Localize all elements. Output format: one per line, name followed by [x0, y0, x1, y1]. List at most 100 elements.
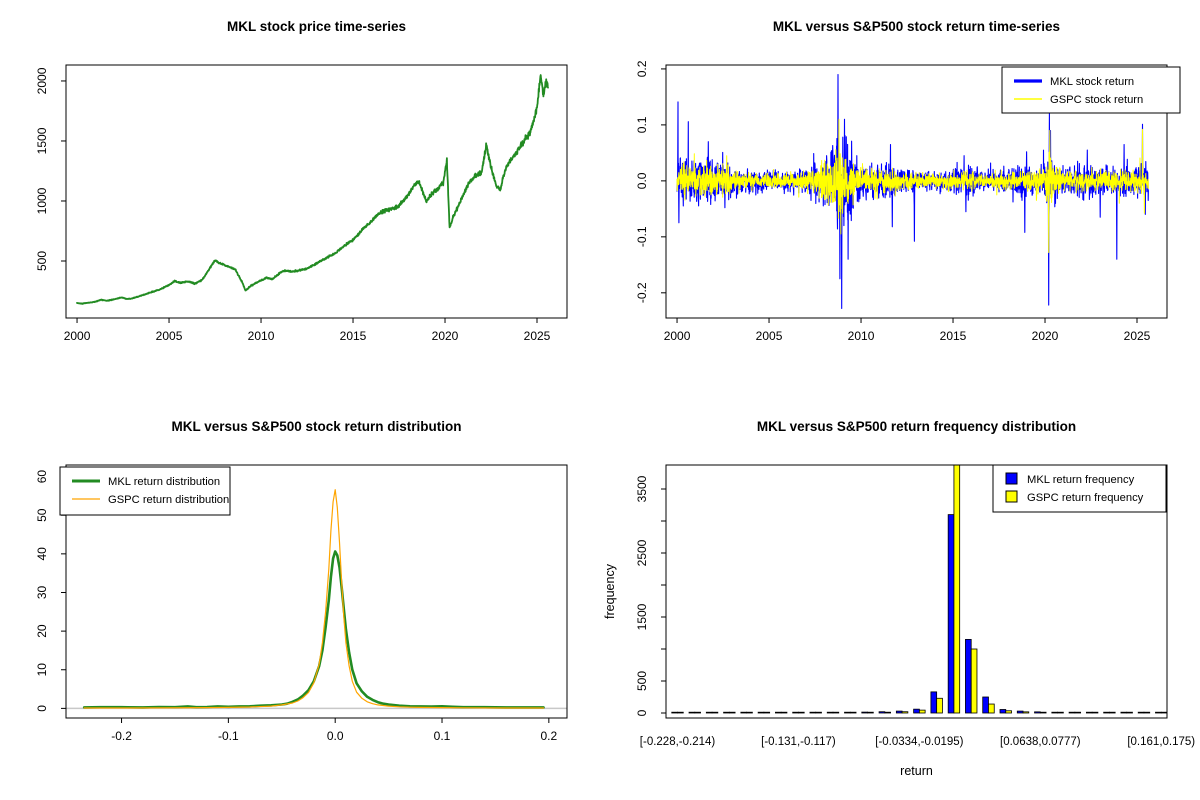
y-tick-label: 60: [35, 470, 49, 484]
bar-mkl: [723, 711, 730, 714]
y-tick-label: 3500: [635, 475, 649, 502]
x-axis-label: return: [900, 764, 933, 778]
panel-return-frequency: MKL versus S&P500 return frequency distr…: [600, 400, 1200, 800]
bar-mkl: [705, 711, 713, 714]
bar-mkl: [947, 514, 955, 714]
y-tick-label: 10: [35, 663, 49, 677]
plot-box: [65, 64, 568, 319]
bar-gspc: [1091, 711, 1099, 714]
legend-box: [992, 464, 1167, 513]
x-tick-label: -0.2: [111, 729, 132, 743]
y-tick-label: 0: [35, 705, 49, 712]
x-tick-label: 0.1: [434, 729, 451, 743]
x-tick-label: 2025: [524, 329, 551, 343]
series-mkl-stock-price: [76, 74, 549, 305]
bar-mkl: [999, 709, 1007, 714]
chart-title: MKL versus S&P500 stock return time-seri…: [773, 19, 1060, 34]
bar-gspc: [1160, 711, 1168, 714]
legend-label: MKL return distribution: [108, 476, 220, 488]
y-tick-label: 0.2: [635, 60, 649, 77]
return-frequency-chart: MKL versus S&P500 return frequency distr…: [603, 419, 1195, 778]
bar-mkl: [930, 691, 938, 714]
x-tick-label: 2005: [756, 329, 783, 343]
y-tick-label: 20: [35, 624, 49, 638]
bar-mkl: [1034, 711, 1041, 714]
price-timeseries-chart: MKL stock price time-series 2000 2005 2010 2…: [35, 19, 568, 343]
y-tick-label: 500: [35, 251, 49, 271]
plot-box: [665, 464, 1168, 719]
y-tick-label: 1500: [35, 127, 49, 154]
legend-label: MKL return frequency: [1027, 474, 1135, 486]
bar-gspc: [711, 711, 719, 714]
bar-mkl: [775, 711, 782, 714]
bar-gspc: [780, 711, 788, 714]
legend-box: [59, 466, 231, 516]
bar-mkl: [1016, 710, 1024, 714]
bar-gspc: [970, 648, 978, 714]
bar-mkl: [1051, 711, 1058, 714]
bar-mkl: [792, 711, 799, 714]
chart-title: MKL versus S&P500 stock return distribut…: [171, 419, 461, 434]
panel-return-distribution: MKL versus S&P500 stock return distribut…: [0, 400, 600, 800]
bar-mkl: [1155, 711, 1162, 714]
x-tick-label: 2015: [940, 329, 967, 343]
bar-mkl: [913, 708, 920, 714]
y-tick-label: 40: [35, 547, 49, 561]
x-tick-label: [0.161,0.175): [1127, 736, 1195, 748]
x-tick-label: 2000: [64, 329, 91, 343]
bar-gspc: [901, 711, 909, 714]
bar-mkl: [809, 711, 817, 714]
bar-mkl: [878, 711, 886, 714]
series-gspc-density: [83, 489, 545, 709]
bar-mkl: [671, 711, 678, 714]
legend-box: [1001, 66, 1181, 114]
panel-return-timeseries: MKL versus S&P500 stock return time-seri…: [600, 0, 1200, 400]
legend-label: GSPC return distribution: [108, 494, 229, 506]
series-gspc-return: [676, 118, 1149, 253]
plot-box: [65, 464, 568, 719]
bar-gspc: [849, 711, 857, 714]
x-tick-label: 2010: [248, 329, 275, 343]
bar-gspc: [936, 697, 943, 714]
x-tick-label: 2020: [1032, 329, 1059, 343]
legend-label: GSPC return frequency: [1027, 492, 1144, 504]
bar-gspc: [815, 711, 822, 714]
x-tick-label: 2020: [432, 329, 459, 343]
y-tick-label: 50: [35, 508, 49, 522]
x-tick-label: 2010: [848, 329, 875, 343]
plot-box: [665, 64, 1168, 319]
y-axis-label: frequency: [603, 563, 617, 619]
y-tick-label: 1000: [35, 187, 49, 214]
bar-gspc: [1039, 711, 1047, 714]
y-tick-label: -0.2: [635, 282, 649, 303]
y-tick-label: 0.1: [635, 116, 649, 133]
legend-label: MKL stock return: [1050, 76, 1134, 88]
bar-gspc: [746, 711, 753, 714]
bar-gspc: [798, 711, 805, 714]
bar-gspc: [1057, 711, 1064, 714]
bar-mkl: [895, 710, 903, 714]
bar-mkl: [740, 711, 748, 714]
legend-swatch-square: [1005, 490, 1018, 503]
bar-mkl: [1137, 711, 1145, 714]
bar-mkl: [982, 696, 989, 714]
bar-mkl: [844, 711, 851, 714]
y-tick-label: 30: [35, 585, 49, 599]
x-tick-label: 2005: [156, 329, 183, 343]
bar-gspc: [953, 464, 961, 714]
bar-gspc: [1005, 710, 1012, 714]
bar-gspc: [1022, 711, 1030, 714]
bar-gspc: [867, 711, 874, 714]
bar-mkl: [1120, 711, 1128, 714]
x-tick-label: [0.0638,0.0777): [1000, 736, 1081, 748]
x-tick-label: -0.1: [218, 729, 239, 743]
x-tick-label: [-0.0334,-0.0195): [875, 736, 963, 748]
bar-gspc: [677, 711, 684, 714]
bar-mkl: [965, 638, 972, 714]
panel-price-timeseries: MKL stock price time-series 2000 2005 2010 2…: [0, 0, 600, 400]
series-mkl-density: [82, 550, 545, 709]
x-tick-label: 0.2: [540, 729, 557, 743]
bar-gspc: [1109, 711, 1116, 714]
y-tick-label: 0: [635, 709, 649, 716]
